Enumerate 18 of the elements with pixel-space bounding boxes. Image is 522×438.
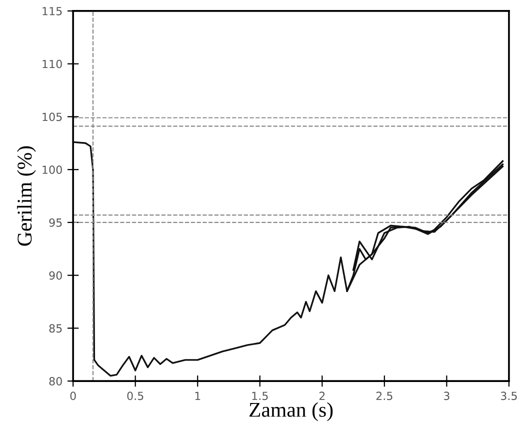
y-tick-label: 110 [42,60,62,68]
y-axis-title: Gerilim (%) [17,146,36,246]
x-tick-label: 2 [319,392,325,400]
x-tick-label: 3 [444,392,450,400]
x-tick-label: 0 [70,392,76,400]
x-tick-label: 3.5 [500,392,517,400]
x-tick-label: 2.5 [376,392,392,400]
x-tick-label: 1.5 [252,392,268,400]
y-tick-label: 105 [42,112,62,122]
y-tick-label: 95 [49,218,62,227]
x-axis-title: Zaman (s) [249,402,333,422]
y-tick-label: 80 [49,377,62,386]
x-tick-label: 1 [195,392,200,400]
y-tick-label: 115 [42,7,62,16]
x-tick-label: 0.5 [127,392,144,400]
y-tick-label: 90 [49,271,62,280]
y-tick-label: 100 [42,166,62,174]
y-tick-label: 85 [49,324,62,333]
